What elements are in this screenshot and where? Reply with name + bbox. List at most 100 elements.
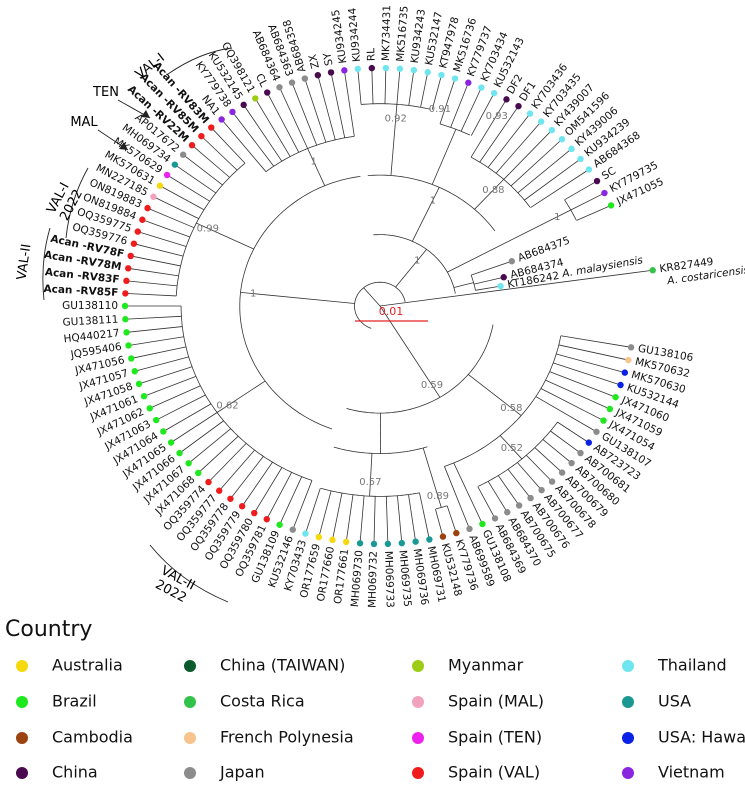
leaf-tip (508, 258, 515, 265)
branch (131, 346, 187, 359)
legend-label: China (TAIWAN) (220, 656, 345, 675)
branch (253, 467, 283, 514)
leaf-tip (426, 536, 433, 543)
legend-swatch (622, 767, 634, 779)
branch (345, 494, 354, 542)
legend-label: Japan (219, 763, 265, 782)
branch (510, 138, 563, 187)
leaf-tip (451, 75, 459, 82)
legend-label: China (52, 763, 98, 782)
branch (182, 154, 223, 186)
branch (549, 371, 616, 398)
branch (166, 174, 210, 202)
scale-bar-label: 0.01 (379, 305, 404, 318)
leaf-label: RL (365, 48, 377, 62)
branch (473, 276, 504, 285)
leaf-tip (612, 393, 619, 401)
branch (153, 196, 199, 219)
branch (497, 475, 520, 506)
support-value: 1 (250, 289, 256, 300)
branch (232, 111, 275, 167)
clade-label-line: VAL-II (14, 243, 34, 281)
leaf-tip (424, 69, 431, 76)
branch (384, 68, 387, 104)
leaf-tip (412, 538, 419, 545)
branch (191, 144, 230, 178)
leaf-tip (356, 540, 364, 547)
leaf-tip (130, 240, 138, 247)
leaf-tip (491, 515, 499, 522)
branch (240, 291, 355, 304)
leaf-label: GU138110 (62, 300, 118, 312)
branch (431, 74, 442, 110)
leaf-tip (438, 71, 445, 79)
branch (330, 72, 346, 138)
branch (397, 495, 403, 544)
leaf-tip (479, 520, 486, 528)
legend-swatch (16, 767, 28, 779)
branch (470, 260, 512, 276)
branch (332, 492, 343, 540)
leaf-tip (122, 316, 129, 323)
legend-label: Australia (52, 656, 123, 675)
leaf-tip (152, 416, 160, 424)
branch (179, 420, 224, 454)
branch (170, 412, 218, 443)
clade-arc (439, 123, 470, 136)
clade-arc (320, 487, 420, 497)
support-value: 0.58 (500, 403, 522, 414)
leaf-label: MK516735 (394, 5, 410, 62)
branch (241, 461, 273, 507)
support-value: 0.62 (216, 401, 238, 412)
leaf-label: MH069735 (396, 550, 413, 608)
branch (439, 78, 456, 125)
leaf-tip (577, 155, 584, 163)
support-value: 1 (430, 195, 436, 206)
leaf-tip (478, 84, 485, 91)
legend-swatch (16, 660, 28, 672)
legend-label: French Polynesia (220, 728, 354, 747)
branch (503, 129, 553, 180)
support-value: 0.57 (359, 477, 381, 488)
branch (479, 105, 519, 163)
leaf-tip (276, 521, 283, 528)
legend-label: Vietnam (658, 763, 725, 782)
legend-swatch (184, 696, 196, 708)
branch (304, 78, 327, 143)
leaf-tip (218, 116, 225, 123)
branch (535, 396, 597, 433)
leaf-tip (264, 89, 271, 96)
legend-label: Brazil (52, 692, 97, 711)
leaf-tip (289, 526, 296, 533)
leaf-tip (593, 177, 601, 185)
branch (557, 421, 590, 443)
branch (444, 466, 470, 530)
clade-arc (175, 162, 246, 296)
clade-arc (478, 421, 558, 487)
clade-label: VAL-II2022 (151, 563, 197, 607)
branch (371, 68, 374, 104)
leaf-tip (527, 494, 534, 502)
branch (542, 439, 572, 464)
legend-label: USA (658, 692, 691, 711)
leaf-tip (497, 282, 504, 290)
leaf-tip (251, 509, 258, 517)
branch (133, 243, 184, 257)
branch (357, 68, 362, 105)
clade-arc (239, 176, 361, 430)
legend-label: Costa Rica (220, 692, 305, 711)
leaf-tip (127, 252, 134, 260)
leaf-tip (500, 274, 507, 281)
branch (453, 462, 483, 525)
leaf-tip (577, 449, 584, 457)
leaf-tip (139, 216, 146, 223)
branch (359, 495, 365, 544)
branch (540, 388, 604, 421)
leaf-tip (195, 469, 202, 477)
leaf-tip (382, 64, 390, 72)
branch (558, 344, 629, 361)
leaf-tip (368, 64, 376, 72)
legend-label: Spain (MAL) (448, 692, 544, 711)
support-value: 0.89 (427, 491, 449, 502)
leaf-tip (526, 110, 534, 117)
